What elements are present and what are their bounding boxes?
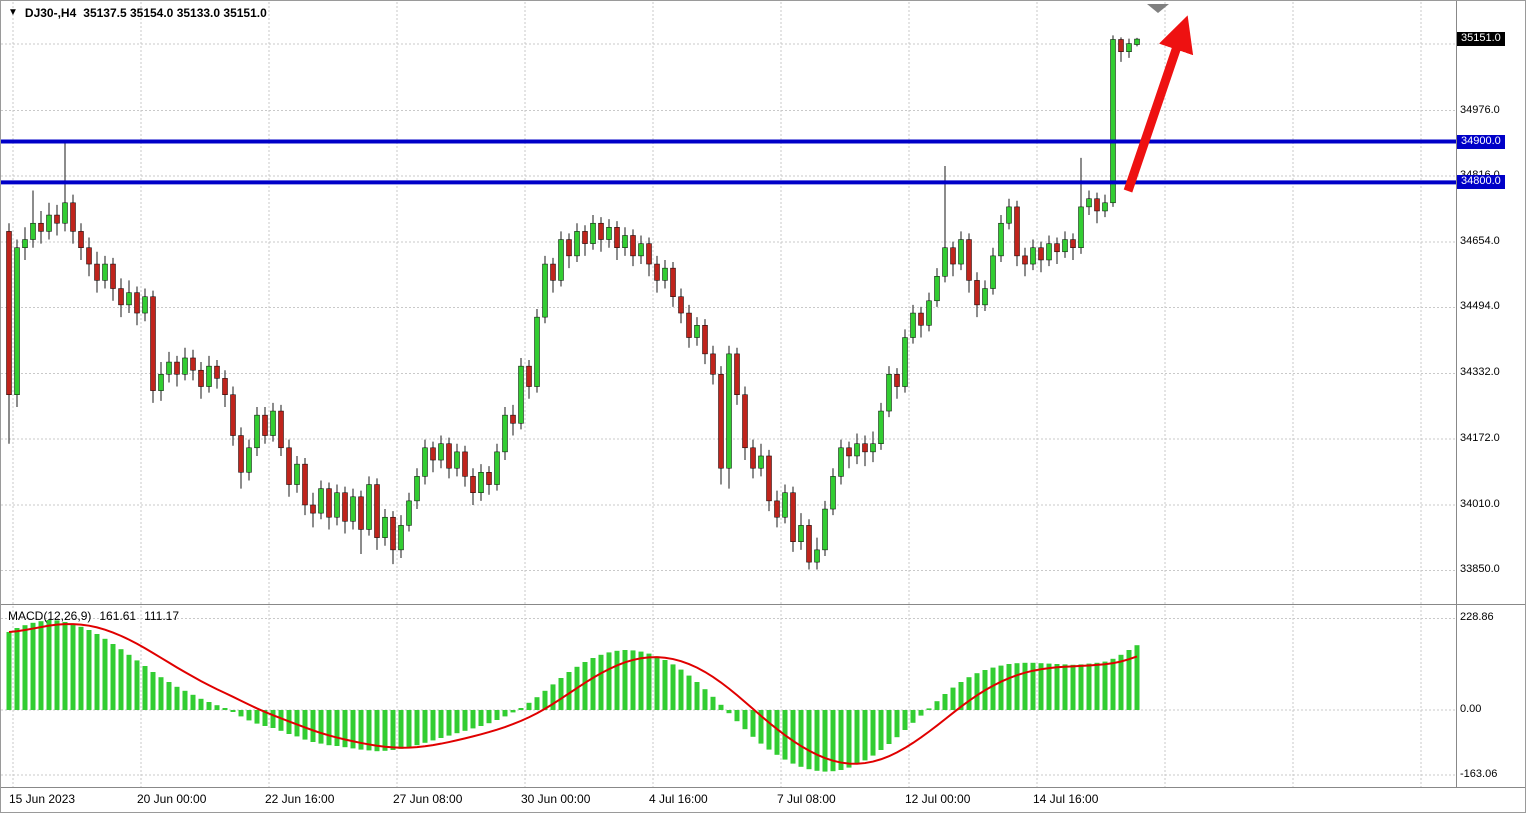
- indicator-value-main: 161.61: [99, 609, 137, 623]
- price-axis-label: 34172.0: [1460, 431, 1500, 444]
- price-axis-label: 34010.0: [1460, 497, 1500, 510]
- macd-axis-label: 0.00: [1460, 703, 1482, 715]
- time-axis-label: 7 Jul 08:00: [777, 792, 836, 806]
- time-axis-label: 30 Jun 00:00: [521, 792, 591, 806]
- hline-price-label[interactable]: 34900.0: [1457, 134, 1505, 149]
- indicator-name: MACD(12,26,9): [8, 609, 92, 623]
- time-axis-label: 15 Jun 2023: [9, 792, 76, 806]
- chart-title: ▼ DJ30-,H4 35137.5 35154.0 35133.0 35151…: [8, 6, 267, 20]
- macd-axis-label: -163.06: [1460, 768, 1498, 781]
- time-axis-label: 4 Jul 16:00: [649, 792, 708, 806]
- macd-histogram: [6, 620, 1140, 772]
- time-axis-label: 12 Jul 00:00: [905, 792, 971, 806]
- macd-axis-label: 228.86: [1460, 611, 1494, 624]
- price-axis-label: 34976.0: [1460, 103, 1500, 116]
- time-axis-label: 27 Jun 08:00: [393, 792, 463, 806]
- time-axis-label: 20 Jun 00:00: [137, 792, 207, 806]
- candlesticks: [6, 35, 1140, 570]
- price-axis: 34976.034816.034654.034494.034332.034172…: [1456, 1, 1525, 788]
- symbol-dropdown-icon[interactable]: ▼: [8, 7, 18, 18]
- price-axis-label: 34494.0: [1460, 300, 1500, 313]
- indicator-label: MACD(12,26,9) 161.61 111.17: [8, 609, 179, 623]
- gridlines: [1, 2, 1456, 787]
- trend-arrow[interactable]: [1123, 15, 1194, 193]
- time-axis-label: 22 Jun 16:00: [265, 792, 335, 806]
- price-axis-label: 33850.0: [1460, 563, 1500, 576]
- symbol-period-label: DJ30-,H4: [24, 6, 77, 20]
- current-price-label: 35151.0: [1457, 32, 1505, 47]
- indicator-value-signal: 111.17: [144, 609, 179, 623]
- time-axis: 15 Jun 2023 20 Jun 00:00 22 Jun 16:00 27 Ju…: [1, 788, 1525, 812]
- ohlc-values: 35137.5 35154.0 35133.0 35151.0: [83, 6, 267, 20]
- scroll-marker-icon[interactable]: [1147, 4, 1169, 13]
- price-axis-label: 34654.0: [1460, 235, 1500, 247]
- macd-signal-line: [8, 623, 1138, 765]
- hline-price-label[interactable]: 34800.0: [1457, 175, 1505, 190]
- price-axis-label: 34332.0: [1460, 366, 1500, 379]
- time-axis-label: 14 Jul 16:00: [1033, 792, 1099, 806]
